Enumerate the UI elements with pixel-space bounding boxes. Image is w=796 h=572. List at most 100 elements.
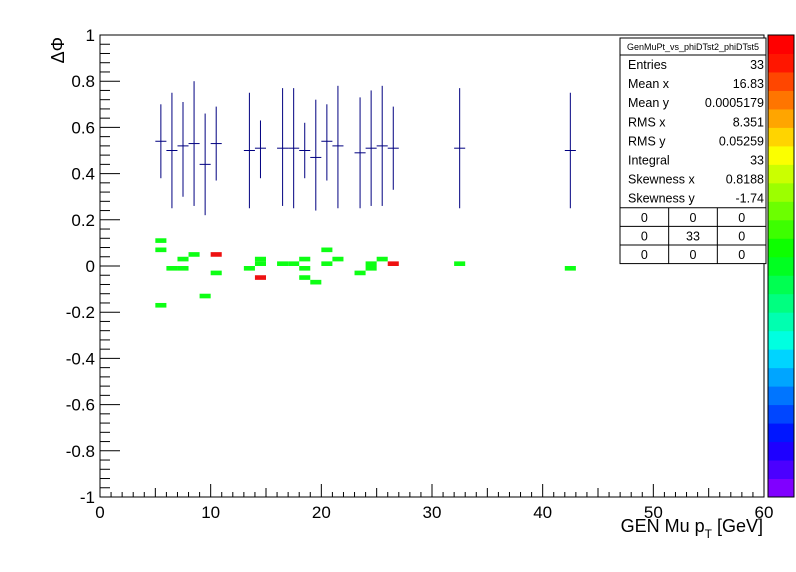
heatmap-cell (321, 247, 333, 253)
heatmap-cell (254, 256, 266, 262)
profile-point (321, 104, 333, 181)
stats-value: -1.74 (736, 192, 765, 206)
profile-point (166, 92, 178, 209)
heatmap-cell (210, 252, 222, 257)
stats-grid-cell: 0 (738, 229, 745, 243)
axis-ticks (99, 34, 765, 498)
heatmap-cell (243, 266, 255, 271)
stats-value: 0.0005179 (705, 96, 764, 110)
heatmap-cell (354, 270, 366, 276)
profile-point (177, 101, 189, 197)
stats-label: Mean y (628, 96, 670, 110)
profile-point (310, 99, 322, 211)
y-tick-label: 0 (86, 257, 95, 276)
stats-grid-cell: 0 (641, 248, 648, 262)
y-tick-label: -1 (80, 488, 95, 507)
palette-swatch (768, 256, 794, 276)
x-tick-labels: 0 10 20 30 40 50 60 (95, 503, 773, 522)
palette-swatch (768, 238, 794, 258)
stats-label: Entries (628, 58, 667, 72)
x-tick-label: 10 (201, 503, 220, 522)
profile-point (188, 81, 200, 206)
x-tick-label: 0 (95, 503, 104, 522)
heatmap-cell (564, 266, 576, 271)
stats-grid-cell: 0 (738, 211, 745, 225)
profile-point (354, 97, 366, 209)
y-tick-label: 0.4 (71, 165, 95, 184)
stats-label: RMS x (628, 115, 666, 129)
stats-title: GenMuPt_vs_phiDTst2_phiDTst5 (627, 42, 759, 52)
heatmap-cell (155, 302, 167, 308)
y-tick-label: -0.8 (66, 442, 95, 461)
palette-swatch (768, 127, 794, 147)
palette-swatch (768, 441, 794, 461)
palette-swatch (768, 53, 794, 73)
heatmap-cell (299, 256, 311, 262)
y-tick-label: -0.6 (66, 396, 95, 415)
heatmap-cell (332, 256, 344, 262)
x-tick-label: 20 (312, 503, 331, 522)
palette-swatch (768, 164, 794, 184)
heatmap-cell (376, 256, 388, 262)
y-tick-label: -0.2 (66, 303, 95, 322)
stats-label: Skewness y (628, 192, 695, 206)
heatmap-cell (299, 275, 311, 280)
palette-swatch (768, 145, 794, 165)
heatmap-cell (177, 266, 189, 271)
heatmap-cell (365, 261, 377, 266)
palette-swatch (768, 349, 794, 369)
stats-grid-cell: 0 (738, 248, 745, 262)
heatmap-cell (166, 266, 178, 271)
profile-point (288, 88, 300, 209)
palette-swatch (768, 201, 794, 221)
heatmap-cell (177, 256, 189, 262)
stats-label: Skewness x (628, 173, 695, 187)
palette-frame (767, 34, 795, 498)
stats-value: 8.351 (733, 115, 764, 129)
x-tick-label: 60 (755, 503, 774, 522)
stats-value: 33 (750, 154, 764, 168)
y-tick-labels: -1 -0.8 -0.6 -0.4 -0.2 0 0.2 0.4 0.6 0.8 1 (66, 26, 95, 507)
x-axis-title: GEN Mu pT [GeV] (621, 516, 763, 541)
profile-point (155, 104, 167, 179)
color-palette (767, 34, 795, 498)
stats-value: 0.05259 (719, 134, 764, 148)
stats-label: RMS y (628, 134, 666, 148)
stats-value: 16.83 (733, 77, 764, 91)
palette-swatch (768, 478, 794, 498)
palette-swatch (768, 35, 794, 54)
heatmap-cell (387, 261, 399, 266)
y-tick-label: -0.4 (66, 349, 95, 368)
heatmap-cell (155, 238, 167, 243)
stats-label: Mean x (628, 77, 670, 91)
profile-point (454, 88, 466, 209)
palette-swatch (768, 367, 794, 387)
y-tick-label: 0.6 (71, 118, 95, 137)
profile-point (277, 88, 289, 206)
y-tick-label: 1 (86, 26, 95, 45)
heatmap-cell (288, 261, 300, 266)
x-tick-label: 30 (423, 503, 442, 522)
heatmap-cell (454, 261, 466, 266)
profile-point (564, 92, 576, 209)
profile-point (199, 113, 211, 216)
profile-point (332, 85, 344, 209)
profile-points (155, 81, 576, 216)
palette-swatch (768, 275, 794, 295)
heatmap-cell (310, 279, 322, 285)
stats-value: 33 (750, 58, 764, 72)
stats-box: GenMuPt_vs_phiDTst2_phiDTst5 Entries 33 Mea… (619, 37, 767, 265)
palette-swatch (768, 293, 794, 313)
profile-point (365, 90, 377, 206)
heatmap-cell (254, 261, 266, 266)
heatmap-cell (254, 275, 266, 280)
stats-grid-cell: 0 (690, 211, 697, 225)
heatmap-cell (199, 293, 211, 299)
x-tick-label: 50 (644, 503, 663, 522)
stats-grid-cell: 33 (686, 229, 700, 243)
palette-swatch (768, 71, 794, 91)
palette-swatch (768, 182, 794, 202)
profile-point (243, 92, 255, 209)
palette-swatch (768, 460, 794, 480)
